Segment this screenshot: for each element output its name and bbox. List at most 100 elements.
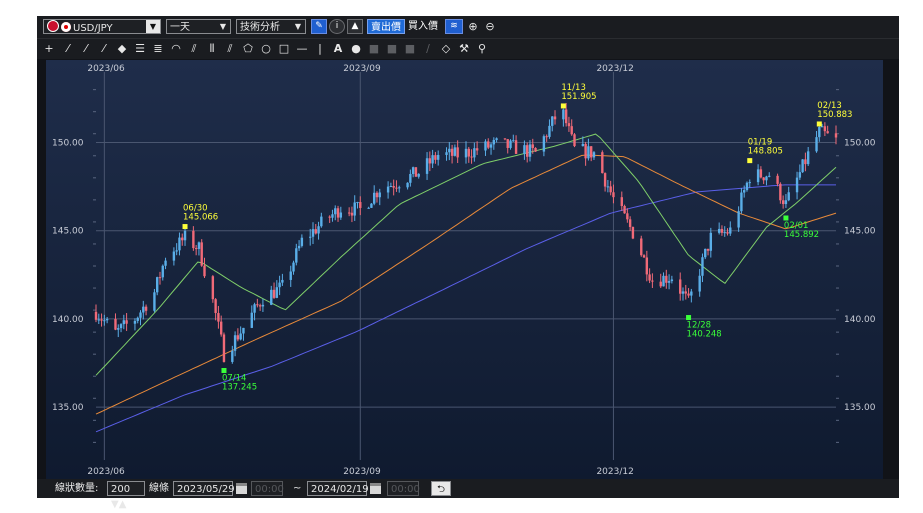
candle-body [161, 265, 164, 278]
x-tick-label-top: 2023/12 [596, 64, 633, 74]
vertical-line-tool[interactable]: | [312, 41, 328, 57]
plot-background [46, 60, 883, 480]
candle-body [258, 305, 262, 307]
x-tick-label-top: 2023/09 [343, 64, 381, 74]
fib-retracement-tool[interactable]: ≣ [150, 41, 166, 57]
layer-tool[interactable]: ■ [366, 41, 382, 57]
calendar-icon[interactable] [370, 483, 381, 494]
eraser-icon: ◆ [117, 42, 127, 55]
candle-body [328, 216, 331, 218]
extended-line-tool[interactable]: ⁄ [96, 41, 112, 57]
arc-tool[interactable]: ◠ [168, 41, 184, 57]
candle-body [640, 238, 643, 256]
zoom-out-icon: ⊖ [485, 20, 495, 33]
price-chart[interactable]: 06/30 145.066 07/14 137.245 11/13 151.905 12/2… [46, 60, 883, 480]
candle-body [139, 312, 142, 318]
candle-body [701, 257, 704, 276]
candle-body [153, 292, 156, 311]
analysis-select[interactable]: 技術分析 ▼ [236, 19, 306, 34]
buy-price-button[interactable]: 買入價 [408, 21, 438, 32]
zoom-in-icon: ⊕ [468, 20, 478, 33]
candle-body [292, 262, 295, 272]
candle-body [233, 335, 237, 351]
settings-tool[interactable]: ⚒ [456, 41, 472, 57]
ray-tool[interactable]: ⁄ [78, 41, 94, 57]
candle-body [542, 136, 546, 152]
end-date-input[interactable]: 2024/02/19 [307, 481, 369, 496]
reset-button[interactable]: ⮌ [431, 481, 451, 496]
copy-tool[interactable]: ■ [384, 41, 400, 57]
start-time-input[interactable]: 00:00 [251, 481, 284, 496]
candle-body [242, 327, 245, 334]
period-select[interactable]: 一天 ▼ [166, 19, 231, 34]
candle-body [389, 186, 393, 188]
candle-body [570, 126, 573, 135]
candle-body [765, 176, 768, 181]
start-date-input[interactable]: 2023/05/29 [173, 481, 235, 496]
candle-body [275, 287, 279, 298]
candle-body [311, 229, 315, 237]
horizontal-line-tool[interactable]: — [294, 41, 310, 57]
symbol-select[interactable]: USD/JPY [43, 19, 161, 34]
candle-body [564, 109, 568, 124]
tick-chart-button[interactable]: ≋ [445, 19, 463, 34]
candle-body [197, 242, 201, 249]
mountain-chart-button[interactable]: ▲ [347, 19, 363, 34]
candle-body [665, 275, 668, 283]
candle-body [372, 192, 376, 204]
candle-body [662, 275, 665, 287]
text-tool[interactable]: A [330, 41, 346, 57]
high-value-label: 148.805 [748, 147, 783, 157]
candle-body [592, 152, 596, 158]
chevron-down-icon: ▼ [216, 20, 230, 33]
fan-tool[interactable]: ⫽ [186, 41, 202, 57]
candle-body [428, 158, 432, 164]
candle-body [473, 148, 476, 158]
candle-body [492, 139, 496, 145]
magnet-tool[interactable]: ⚲ [474, 41, 490, 57]
candle-body [300, 237, 304, 246]
eraser-tool[interactable]: ◆ [114, 41, 130, 57]
diamond-eraser-tool[interactable]: ◇ [438, 41, 454, 57]
rectangle-tool[interactable]: □ [276, 41, 292, 57]
channel-tool[interactable]: ⫽ [222, 41, 238, 57]
end-time-input[interactable]: 00:00 [387, 481, 420, 496]
candle-body [567, 123, 571, 127]
undo-tool[interactable]: ■ [402, 41, 418, 57]
extended-line-icon: ⁄ [103, 42, 105, 55]
candle-body [470, 156, 473, 158]
info-button[interactable]: i [329, 19, 345, 34]
candle-body [164, 260, 167, 266]
zoom-out-button[interactable]: ⊖ [482, 19, 498, 35]
candle-body [720, 228, 724, 233]
horizontal-lines-tool[interactable]: ☰ [132, 41, 148, 57]
crosshair-tool[interactable]: + [41, 41, 57, 57]
high-date-label: 02/13 [817, 101, 842, 111]
candle-body [203, 265, 206, 277]
candle-body [642, 255, 646, 258]
sell-price-button[interactable]: 賣出價 [367, 19, 405, 34]
icon-stamp-tool[interactable]: ● [348, 41, 364, 57]
circle-icon: ○ [261, 42, 271, 55]
candle-body [231, 350, 234, 362]
candle-count-input[interactable]: 200 ▼▲ [107, 481, 145, 510]
candle-body [781, 200, 785, 205]
pentagon-tool[interactable]: ⬠ [240, 41, 256, 57]
y-tick-label-left: 135.00 [52, 403, 84, 413]
candle-body [425, 158, 429, 174]
candle-body [573, 134, 576, 147]
calendar-icon[interactable] [236, 483, 247, 494]
candle-body [737, 211, 740, 228]
candle-body [601, 152, 604, 174]
candle-body [317, 226, 320, 234]
symbol-dropdown-button[interactable]: ▼ [146, 19, 161, 34]
trendline-tool[interactable]: ⁄ [60, 41, 76, 57]
circle-tool[interactable]: ○ [258, 41, 274, 57]
pencil-tool-button[interactable]: ✎ [311, 19, 327, 34]
zoom-in-button[interactable]: ⊕ [465, 19, 481, 35]
low-marker [221, 367, 227, 373]
candle-body [475, 148, 479, 151]
brush-tool[interactable]: ∕ [420, 41, 436, 57]
vertical-lines-tool[interactable]: ⦀ [204, 41, 220, 57]
candle-body [648, 274, 651, 281]
